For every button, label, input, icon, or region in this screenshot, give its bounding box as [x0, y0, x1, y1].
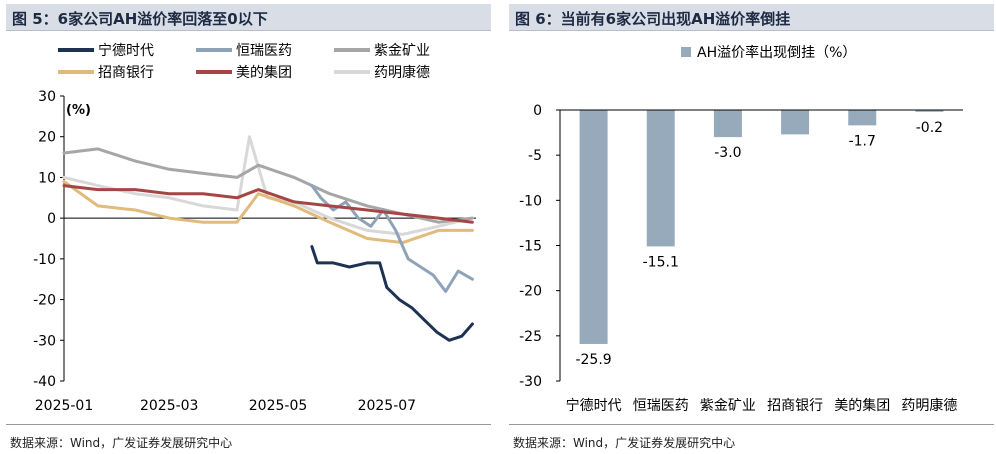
y-tick-label: -5	[528, 148, 542, 164]
right-panel: 图 6：当前有6家公司出现AH溢价率倒挂 0 -5 -10 -15 -20 -25 -30 -…	[503, 0, 996, 454]
legend-label-2: 恒瑞医药	[236, 43, 292, 59]
right-source-note: 数据来源：Wind，广发证券发展研究中心	[513, 436, 736, 450]
legend-label-6: 药明康德	[374, 64, 430, 81]
series-line-6	[62, 135, 474, 236]
line-chart: 30 20 10 0 -10 -20 -30 -40 (%) 2025-01 2025-03 2025…	[33, 42, 476, 414]
x-category-label-5: 美的集团	[834, 397, 890, 414]
y-tick-label: -15	[519, 239, 542, 255]
y-tick-label: -40	[33, 374, 56, 390]
y-tick-label: -30	[33, 333, 56, 349]
legend-label-3: 紫金矿业	[374, 43, 430, 59]
left-title-bar: 图 5：6家公司AH溢价率回落至0以下	[6, 4, 491, 31]
y-tick-label: -30	[519, 374, 542, 390]
x-category-label-6: 药明康德	[901, 397, 957, 414]
left-panel: 图 5：6家公司AH溢价率回落至0以下 30 20 10 0 -10 -20 -30 -40 (…	[0, 0, 493, 454]
series-line-5	[62, 184, 474, 224]
data-label-3: -3.0	[714, 145, 741, 161]
y-tick-label: 30	[38, 89, 56, 105]
x-tick-label: 2025-01	[35, 398, 94, 414]
legend-swatch	[681, 47, 691, 57]
legend-label-1: 宁德时代	[98, 42, 154, 59]
bar-2	[646, 110, 675, 247]
y-tick-label: 20	[38, 130, 56, 146]
right-source-divider	[509, 424, 994, 425]
data-label-2: -15.1	[643, 254, 679, 270]
y-tick-label: -20	[33, 293, 56, 309]
x-category-label-2: 恒瑞医药	[633, 398, 689, 414]
legend-label: AH溢价率出现倒挂（%）	[697, 44, 856, 61]
x-tick-label: 2025-07	[358, 398, 417, 414]
left-chart-title: 图 5：6家公司AH溢价率回落至0以下	[12, 10, 268, 28]
x-category-label-1: 宁德时代	[566, 397, 622, 414]
bar-3	[713, 110, 742, 138]
bar-chart: 0 -5 -10 -15 -20 -25 -30 -25.9 宁德时代 -15.1 恒瑞医药 -3.0…	[519, 44, 963, 414]
bar-4	[781, 110, 810, 135]
series-line-3	[62, 147, 474, 224]
series-line-1	[310, 245, 474, 342]
y-tick-label: 0	[47, 211, 56, 227]
y-tick-label: -10	[33, 252, 56, 268]
y-tick-label: -25	[519, 329, 542, 345]
y-tick-label: 10	[38, 170, 56, 186]
x-tick-label: 2025-05	[249, 398, 308, 414]
series-line-2	[310, 184, 474, 293]
data-label-1: -25.9	[575, 352, 611, 368]
data-label-5: -1.7	[849, 133, 876, 149]
bar-5	[848, 110, 877, 126]
legend-label-5: 美的集团	[236, 64, 292, 81]
legend-label-4: 招商银行	[98, 65, 154, 81]
y-tick-label: -10	[519, 193, 542, 209]
data-label-6: -0.2	[916, 120, 943, 136]
bar-6	[915, 110, 944, 112]
series-line-4	[62, 180, 474, 245]
y-tick-label: -20	[519, 284, 542, 300]
x-category-label-3: 紫金矿业	[700, 398, 756, 414]
y-tick-label: 0	[533, 103, 542, 119]
y-axis-unit-label: (%)	[66, 103, 91, 118]
bar-1	[579, 110, 608, 344]
right-chart-title: 图 6：当前有6家公司出现AH溢价率倒挂	[515, 10, 791, 28]
right-title-bar: 图 6：当前有6家公司出现AH溢价率倒挂	[509, 4, 994, 31]
left-source-divider	[6, 424, 491, 425]
x-category-label-4: 招商银行	[767, 398, 823, 414]
x-tick-label: 2025-03	[140, 398, 199, 414]
left-source-note: 数据来源：Wind，广发证券发展研究中心	[10, 436, 233, 450]
